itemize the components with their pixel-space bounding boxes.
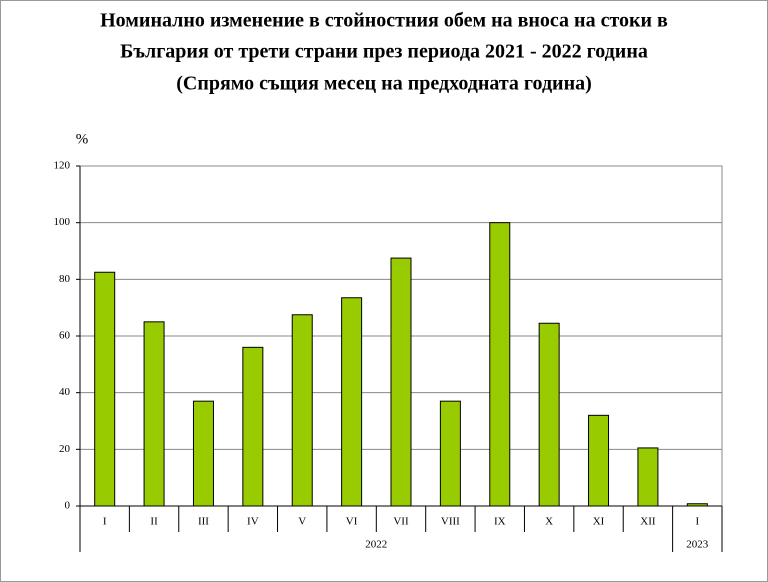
- y-tick-label: 80: [59, 273, 71, 285]
- x-tick-label: II: [150, 516, 158, 528]
- x-tick-label: X: [545, 516, 553, 528]
- bar: [439, 400, 461, 507]
- x-tick-label: IV: [247, 516, 259, 528]
- y-tick-label: 20: [59, 443, 71, 455]
- x-tick-label: III: [198, 516, 209, 528]
- x-tick-label: VII: [393, 516, 409, 528]
- y-tick-label: 40: [59, 386, 71, 398]
- bar: [291, 314, 313, 507]
- x-tick-label: XI: [593, 516, 605, 528]
- bar: [192, 400, 214, 507]
- bar: [637, 447, 659, 507]
- group-label: 2022: [365, 539, 387, 551]
- x-tick-label: XII: [640, 516, 656, 528]
- x-tick-label: IX: [494, 516, 506, 528]
- x-tick-label: I: [695, 516, 699, 528]
- bar: [242, 346, 264, 507]
- bar: [143, 321, 165, 507]
- chart-subtitle: (Спрямо същия месец на предходната годин…: [176, 73, 592, 95]
- bar: [538, 322, 560, 507]
- x-tick-label: I: [103, 516, 107, 528]
- x-tick-label: VI: [346, 516, 358, 528]
- bar: [686, 503, 708, 507]
- chart-title: България от трети страни през периода 20…: [120, 41, 648, 63]
- bar: [390, 257, 412, 507]
- y-axis-label: %: [76, 131, 89, 147]
- bar: [489, 222, 511, 507]
- bar: [94, 271, 116, 507]
- y-tick-label: 0: [65, 500, 71, 512]
- group-label: 2023: [686, 539, 709, 551]
- x-tick-label: VIII: [441, 516, 460, 528]
- x-tick-label: V: [298, 516, 306, 528]
- bar: [588, 414, 610, 507]
- y-tick-label: 120: [54, 160, 71, 172]
- y-tick-label: 60: [59, 330, 71, 342]
- bar: [341, 297, 363, 507]
- y-tick-label: 100: [54, 216, 71, 228]
- chart-title: Номинално изменение в стойностния обем н…: [100, 10, 668, 32]
